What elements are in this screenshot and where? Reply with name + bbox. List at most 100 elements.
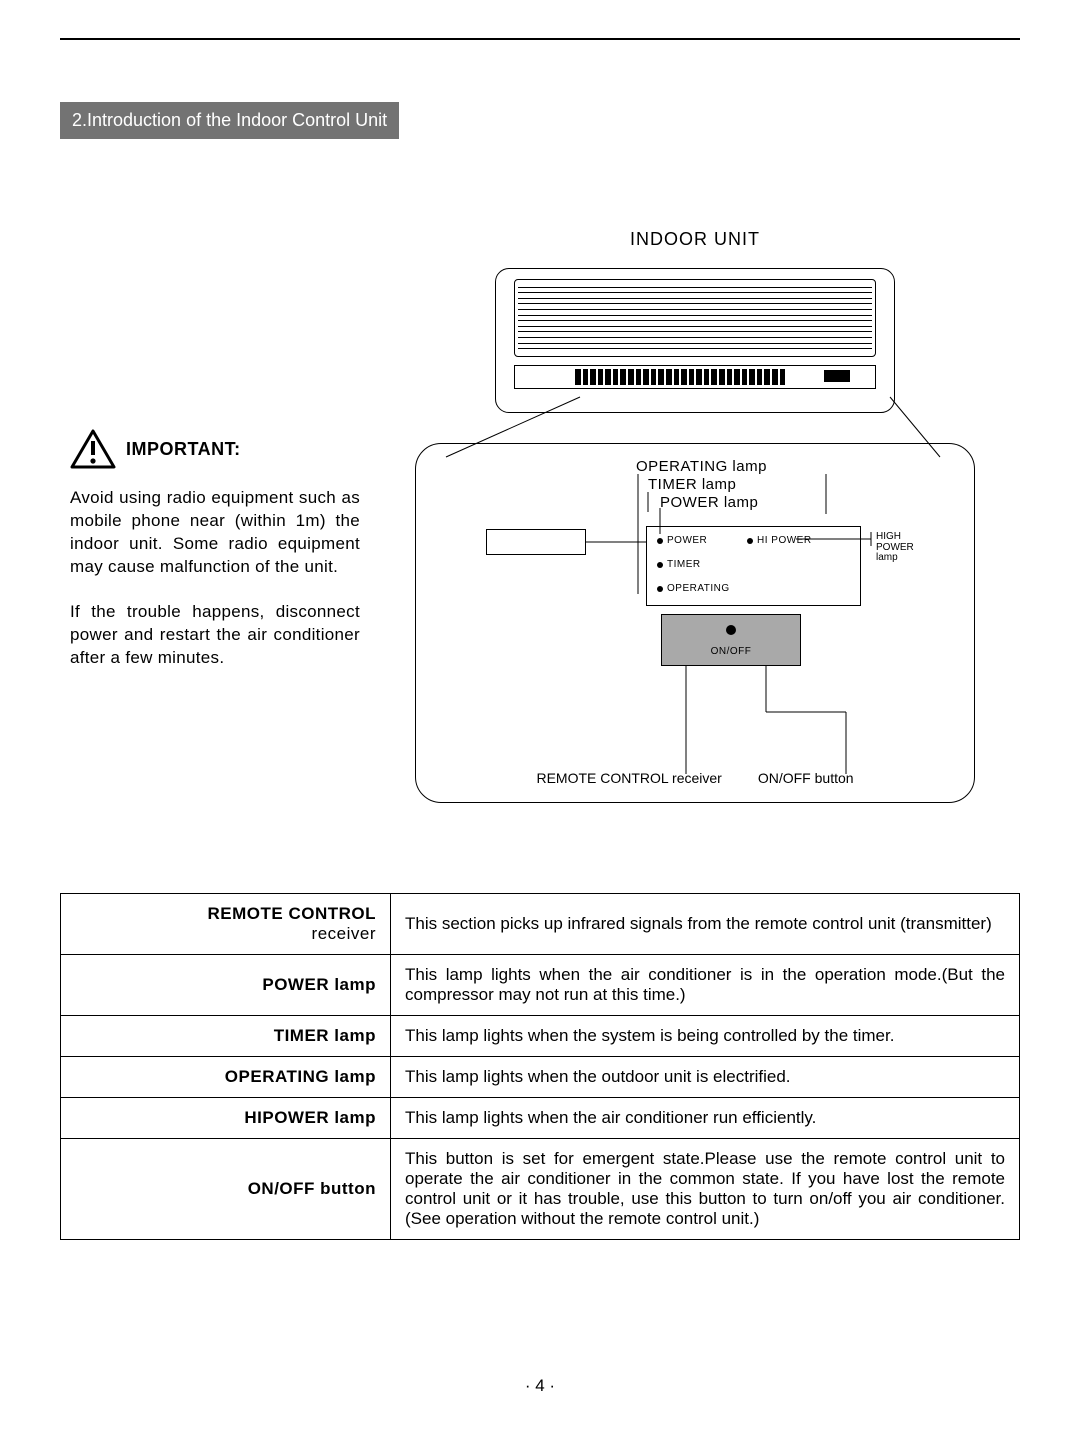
description-table: REMOTE CONTROLreceiverThis section picks… (60, 893, 1020, 1240)
table-label-sub: receiver (75, 924, 376, 944)
dot-icon (657, 538, 663, 544)
table-row: TIMER lampThis lamp lights when the syst… (61, 1016, 1020, 1057)
dot-icon (657, 586, 663, 592)
grille-tooth (628, 369, 634, 385)
table-label-main: OPERATING lamp (225, 1067, 376, 1086)
vent-line (518, 343, 872, 344)
warning-triangle-icon (70, 429, 116, 469)
important-header: IMPORTANT: (70, 429, 360, 469)
vent-line (518, 331, 872, 332)
vent-line (518, 320, 872, 321)
detail-bottom-labels: REMOTE CONTROL receiver ON/OFF button (416, 770, 974, 786)
hipower-l1: HIGH (876, 532, 914, 543)
grille-tooth (749, 369, 755, 385)
label-power: POWER lamp (660, 494, 767, 512)
grille-tooth (643, 369, 649, 385)
table-row: HIPOWER lampThis lamp lights when the ai… (61, 1098, 1020, 1139)
grille-tooth (651, 369, 657, 385)
vent-line (518, 298, 872, 299)
grille-tooth (583, 369, 589, 385)
grille-tooth (658, 369, 664, 385)
grille-tooth (757, 369, 763, 385)
grille-tooth (598, 369, 604, 385)
table-label-cell: REMOTE CONTROLreceiver (61, 894, 391, 955)
table-label-cell: HIPOWER lamp (61, 1098, 391, 1139)
indoor-unit-title: INDOOR UNIT (370, 229, 1020, 250)
table-label-main: POWER lamp (262, 975, 376, 994)
grille-tooth (696, 369, 702, 385)
grille-tooth (780, 369, 786, 385)
lamp-label-stack: OPERATING lamp TIMER lamp POWER lamp (636, 458, 767, 512)
label-timer: TIMER lamp (648, 476, 767, 494)
hipower-l3: lamp (876, 553, 914, 564)
vent-block (514, 279, 876, 357)
grille-tooth (689, 369, 695, 385)
grille-tooth (711, 369, 717, 385)
important-paragraph-1: Avoid using radio equipment such as mobi… (70, 487, 360, 579)
lamp-hipower: HI POWER (747, 535, 812, 546)
table-label-cell: TIMER lamp (61, 1016, 391, 1057)
grille-tooth (742, 369, 748, 385)
vent-line (518, 287, 872, 288)
table-label-main: REMOTE CONTROL (208, 904, 377, 923)
vent-line (518, 337, 872, 338)
lamp-indicator-box: POWER HI POWER TIMER OPERATING (646, 526, 861, 606)
table-label-main: ON/OFF button (248, 1179, 376, 1198)
lamp-operating: OPERATING (657, 583, 730, 594)
indoor-unit-drawing (495, 268, 895, 413)
lower-strip (514, 365, 876, 389)
grille-tooth (734, 369, 740, 385)
receiver-hole-icon (726, 625, 736, 635)
remote-receiver-box: ON/OFF (661, 614, 801, 666)
table-row: POWER lamp This lamp lights when the air … (61, 955, 1020, 1016)
bottom-label-receiver: REMOTE CONTROL receiver (536, 770, 721, 786)
grille-tooth (764, 369, 770, 385)
table-label-main: TIMER lamp (274, 1026, 376, 1045)
grille-tooth (704, 369, 710, 385)
dot-icon (657, 562, 663, 568)
lamp-power: POWER (657, 535, 707, 546)
table-row: OPERATING lamp This lamp lights when the … (61, 1057, 1020, 1098)
table-label-main: HIPOWER lamp (244, 1108, 376, 1127)
table-desc-cell: This lamp lights when the outdoor unit i… (391, 1057, 1020, 1098)
page-number: · 4 · (60, 1376, 1020, 1396)
lamp-power-text: POWER (667, 535, 707, 546)
mid-row: IMPORTANT: Avoid using radio equipment s… (60, 229, 1020, 803)
dot-icon (747, 538, 753, 544)
table-row: REMOTE CONTROLreceiverThis section picks… (61, 894, 1020, 955)
section-title: 2.Introduction of the Indoor Control Uni… (60, 102, 399, 139)
label-operating: OPERATING lamp (636, 458, 767, 476)
grille-tooth (620, 369, 626, 385)
hipower-side-label: HIGH POWER lamp (876, 532, 914, 564)
vent-line (518, 348, 872, 349)
important-paragraph-2: If the trouble happens, disconnect power… (70, 601, 360, 670)
lamp-operating-text: OPERATING (667, 583, 730, 594)
grille-teeth (575, 369, 785, 385)
grille-tooth (636, 369, 642, 385)
ir-window (824, 370, 850, 382)
detail-panel: OPERATING lamp TIMER lamp POWER lamp (415, 443, 975, 803)
onoff-small-text: ON/OFF (662, 646, 800, 657)
grille-tooth (605, 369, 611, 385)
grille-tooth (727, 369, 733, 385)
vent-line (518, 303, 872, 304)
bottom-label-onoff: ON/OFF button (758, 770, 854, 786)
table-desc-cell: This section picks up infrared signals f… (391, 894, 1020, 955)
lamp-timer: TIMER (657, 559, 701, 570)
grille-tooth (590, 369, 596, 385)
table-label-cell: OPERATING lamp (61, 1057, 391, 1098)
important-label: IMPORTANT: (126, 439, 241, 460)
grille-tooth (674, 369, 680, 385)
table-row: ON/OFF button This button is set for emer… (61, 1139, 1020, 1240)
grille-tooth (575, 369, 581, 385)
table-desc-cell: This lamp lights when the air conditione… (391, 955, 1020, 1016)
lamp-hipower-text: HI POWER (757, 535, 812, 546)
vent-line (518, 309, 872, 310)
table-desc-cell: This button is set for emergent state.Pl… (391, 1139, 1020, 1240)
grille-tooth (772, 369, 778, 385)
table-label-cell: POWER lamp (61, 955, 391, 1016)
important-column: IMPORTANT: Avoid using radio equipment s… (60, 229, 370, 803)
lamp-timer-text: TIMER (667, 559, 701, 570)
vent-line (518, 292, 872, 293)
table-label-cell: ON/OFF button (61, 1139, 391, 1240)
